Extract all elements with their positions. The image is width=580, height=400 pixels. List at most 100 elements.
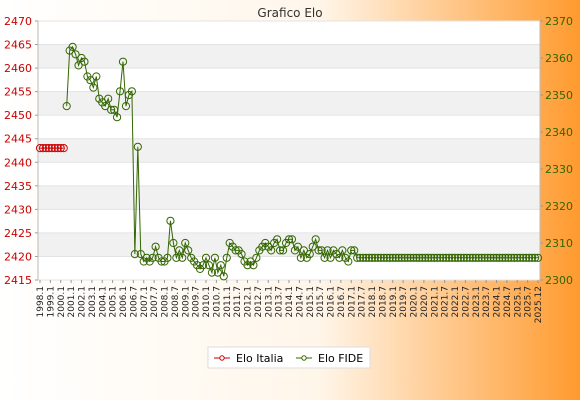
x-tick-label: 2013.1 xyxy=(264,286,274,318)
x-tick-label: 2025.12 xyxy=(534,286,544,323)
y-right-tick-label: 2360 xyxy=(545,52,573,65)
x-tick-label: 2014.1 xyxy=(285,286,295,318)
data-point-elo-fide xyxy=(216,261,225,270)
data-point-elo-fide xyxy=(278,246,288,255)
x-tick-label: 2016.1 xyxy=(327,286,337,318)
x-tick-label: 2012.7 xyxy=(254,286,264,318)
x-tick-label: 2019.1 xyxy=(389,286,399,318)
x-tick-label: 2010.1 xyxy=(202,286,212,318)
data-point-elo-fide xyxy=(157,257,166,266)
x-tick-label: 2018.7 xyxy=(378,286,388,318)
y-left-tick-label: 2425 xyxy=(4,227,32,240)
x-tick-label: 2018.1 xyxy=(368,286,378,318)
data-point-elo-fide xyxy=(388,253,397,262)
data-point-elo-fide xyxy=(311,235,320,244)
data-point-elo-fide xyxy=(415,253,424,262)
x-tick-label: 2016.7 xyxy=(337,286,347,318)
legend-box xyxy=(207,346,371,369)
data-point-elo-fide xyxy=(326,253,335,262)
x-tick-label: 2007.7 xyxy=(150,286,160,318)
y-left-tick-label: 2415 xyxy=(4,274,32,287)
data-point-elo-fide xyxy=(427,253,436,262)
data-point-elo-fide xyxy=(394,253,403,262)
x-tick-label: 2024.7 xyxy=(503,286,513,318)
data-point-elo-fide xyxy=(522,253,531,262)
y-right-tick-label: 2370 xyxy=(545,15,573,28)
data-point-elo-fide xyxy=(376,253,385,262)
data-point-elo-fide xyxy=(513,253,522,262)
x-tick-label: 2024.1 xyxy=(493,286,503,318)
x-tick-label: 2009.7 xyxy=(192,286,202,318)
data-point-elo-italia xyxy=(50,144,59,153)
data-point-elo-fide xyxy=(406,253,415,262)
data-point-elo-fide xyxy=(252,253,261,262)
x-tick-label: 2005.1 xyxy=(109,286,119,318)
data-point-elo-fide xyxy=(430,253,439,262)
data-point-elo-fide xyxy=(495,253,504,262)
data-point-elo-fide xyxy=(418,253,427,262)
data-point-elo-fide xyxy=(169,238,178,248)
data-point-elo-fide xyxy=(127,87,136,96)
data-point-elo-italia xyxy=(38,144,48,153)
x-tick-label: 2011.1 xyxy=(223,286,233,318)
data-point-elo-fide xyxy=(74,61,83,70)
data-point-elo-fide xyxy=(323,246,332,255)
x-tick-label: 2004.1 xyxy=(98,286,108,318)
data-point-elo-fide xyxy=(284,235,294,244)
data-point-elo-fide xyxy=(433,253,442,262)
data-point-elo-fide xyxy=(104,94,113,103)
x-tick-label: 2007.1 xyxy=(140,286,150,318)
data-point-elo-fide xyxy=(305,250,314,259)
data-point-elo-fide xyxy=(468,253,477,262)
data-point-elo-fide xyxy=(148,253,157,262)
data-point-elo-fide xyxy=(231,246,240,255)
data-point-elo-fide xyxy=(480,253,489,262)
x-tick-label: 2000.1 xyxy=(57,286,67,318)
data-point-elo-fide xyxy=(382,253,391,262)
data-point-elo-fide xyxy=(507,253,516,262)
x-tick-label: 2025.1 xyxy=(513,286,523,318)
x-tick-label: 2022.1 xyxy=(451,286,461,318)
data-point-elo-fide xyxy=(267,246,276,255)
y-left-tick-label: 2435 xyxy=(4,180,32,193)
legend-label-elo-italia: Elo Italia xyxy=(236,352,283,365)
y-left-tick-label: 2460 xyxy=(4,62,32,75)
data-point-elo-fide xyxy=(519,253,528,262)
data-point-elo-fide xyxy=(347,246,356,255)
data-point-elo-fide xyxy=(359,253,368,262)
data-point-elo-fide xyxy=(353,253,362,262)
data-point-elo-fide xyxy=(136,250,145,259)
x-tick-label: 2013.7 xyxy=(275,286,285,318)
data-point-elo-fide xyxy=(213,268,222,277)
y-left-tick-label: 2470 xyxy=(4,15,32,28)
y-left-tick-label: 2450 xyxy=(4,109,32,122)
x-tick-label: 1998.1 xyxy=(36,286,46,318)
legend-item-elo-italia: Elo Italia xyxy=(214,352,283,365)
data-point-elo-fide xyxy=(273,235,282,244)
data-point-elo-fide xyxy=(391,253,400,262)
data-point-elo-fide xyxy=(424,253,433,262)
data-point-elo-fide xyxy=(198,261,208,270)
x-tick-label: 2015.7 xyxy=(316,286,326,318)
data-point-elo-fide xyxy=(465,253,474,262)
data-point-elo-fide xyxy=(184,246,193,255)
data-point-elo-fide xyxy=(107,105,116,114)
data-point-elo-fide xyxy=(293,242,302,251)
x-tick-label: 2010.7 xyxy=(212,286,222,318)
data-point-elo-fide xyxy=(151,242,160,251)
data-point-elo-fide xyxy=(276,246,285,255)
data-point-elo-fide xyxy=(421,253,430,262)
legend: Elo Italia Elo FIDE xyxy=(207,346,371,369)
data-point-elo-fide xyxy=(130,250,139,259)
data-point-elo-fide xyxy=(373,253,383,262)
data-point-elo-italia xyxy=(56,144,65,153)
data-point-elo-fide xyxy=(207,268,217,277)
y-right-tick-label: 2310 xyxy=(545,237,573,250)
data-point-elo-fide xyxy=(492,253,501,262)
x-tick-label: 2006.1 xyxy=(119,286,129,318)
data-point-elo-fide xyxy=(121,102,131,111)
y-right-tick-label: 2350 xyxy=(545,89,573,102)
y-right-tick-label: 2330 xyxy=(545,163,573,176)
data-point-elo-fide xyxy=(510,253,519,262)
data-point-elo-fide xyxy=(204,261,214,270)
